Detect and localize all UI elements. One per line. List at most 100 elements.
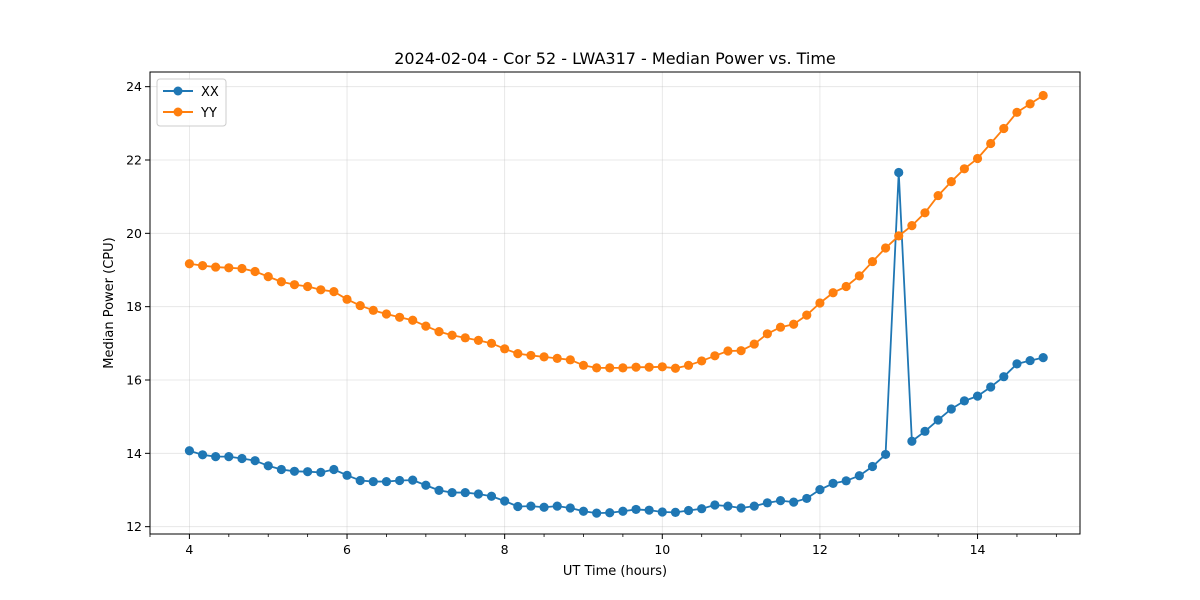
series-xx-point <box>578 506 589 516</box>
series-yy-point <box>683 360 694 370</box>
series-xx-point <box>854 471 864 481</box>
series-yy-point <box>828 288 838 298</box>
series-xx-point <box>775 496 786 506</box>
series-xx-point <box>303 467 313 477</box>
series-yy-point <box>986 138 996 149</box>
series-xx-point <box>867 461 878 472</box>
series-yy-point <box>592 363 602 373</box>
series-xx-point <box>289 466 300 476</box>
series-yy-point <box>933 190 943 201</box>
series-yy-point <box>920 208 930 218</box>
series-yy-point <box>316 285 326 295</box>
series-yy-point <box>565 355 575 365</box>
x-tick-label: 6 <box>343 542 351 557</box>
series-xx-point <box>539 502 549 512</box>
series-yy-point <box>762 329 772 339</box>
series-yy-point <box>775 322 786 332</box>
series-yy-point <box>408 315 418 325</box>
y-tick-label: 18 <box>126 299 142 314</box>
series-xx-point <box>1038 353 1048 363</box>
series-xx-point <box>920 426 930 436</box>
series-yy-point <box>815 298 825 308</box>
series-yy-point <box>224 263 234 273</box>
series-xx-point <box>526 501 536 511</box>
series-xx-point <box>342 470 352 480</box>
series-yy-point <box>1012 107 1022 117</box>
series-yy-point <box>802 310 812 320</box>
series-yy-point <box>907 221 917 231</box>
series-xx-point <box>946 404 956 414</box>
series-yy-point <box>276 277 286 287</box>
series-yy-point <box>539 352 549 362</box>
series-xx-point <box>592 508 602 518</box>
series-yy-point <box>263 272 273 282</box>
series-xx-point <box>421 480 431 490</box>
series-xx-point <box>815 485 825 495</box>
series-xx-point <box>224 452 234 462</box>
y-tick-label: 12 <box>126 519 142 534</box>
series-xx-point <box>552 501 562 511</box>
series-yy-point <box>552 353 562 363</box>
series-xx-point <box>907 436 917 446</box>
series-xx-point <box>828 478 838 488</box>
series-xx-point <box>986 382 996 392</box>
series-xx-point <box>710 500 720 510</box>
series-yy-point <box>749 339 759 349</box>
series-yy-point <box>421 321 431 331</box>
series-yy-point <box>500 344 510 354</box>
series-xx-point <box>237 453 247 464</box>
series-xx-point <box>789 497 799 507</box>
y-axis-label: Median Power (CPU) <box>102 237 117 368</box>
series-yy-point <box>395 312 405 322</box>
series-xx-point <box>368 476 378 487</box>
series-yy-point <box>250 266 260 277</box>
series-yy-point <box>578 360 589 370</box>
series-yy-point <box>513 349 523 359</box>
series-yy-point <box>1025 99 1035 109</box>
series-xx-point <box>460 487 470 498</box>
series-yy-point <box>959 164 969 174</box>
series-yy-point <box>289 280 300 290</box>
legend-xx-marker <box>173 86 183 96</box>
series-yy-point <box>460 333 470 343</box>
series-yy-point <box>736 346 746 356</box>
series-yy-point <box>434 327 444 337</box>
series-yy-point <box>329 287 339 297</box>
series-xx-point <box>618 506 628 516</box>
x-tick-label: 14 <box>970 542 986 557</box>
series-xx-point <box>933 415 943 425</box>
series-xx-point <box>1025 355 1035 366</box>
y-tick-label: 24 <box>126 79 142 94</box>
series-xx-point <box>605 508 615 518</box>
series-yy-point <box>618 363 628 373</box>
plot-frame <box>149 71 1081 535</box>
series-xx-point <box>486 491 497 501</box>
x-tick-label: 12 <box>812 542 828 557</box>
series-xx-point <box>329 464 339 475</box>
y-tick-label: 20 <box>126 226 142 241</box>
series-yy-point <box>303 281 313 292</box>
series-yy-point <box>999 123 1009 134</box>
series-xx-point <box>697 504 707 514</box>
series-xx-point <box>841 476 851 486</box>
series-xx-point <box>500 496 510 506</box>
x-tick-label: 4 <box>185 542 193 557</box>
series-yy-point <box>854 271 864 281</box>
series-xx-point <box>683 505 694 516</box>
series-yy-point <box>894 231 904 241</box>
series-yy-point <box>631 362 641 372</box>
series-yy-point <box>841 281 851 292</box>
series-yy-point <box>473 335 484 345</box>
series-xx-point <box>959 396 969 406</box>
series-yy-point <box>710 351 720 361</box>
series-xx-point <box>473 489 484 499</box>
series-xx-point <box>513 501 523 512</box>
series-xx-point <box>250 456 260 466</box>
series-xx-point <box>565 503 575 513</box>
legend-yy-marker <box>173 107 183 117</box>
series-xx-point <box>184 446 195 456</box>
series-yy-point <box>605 363 615 373</box>
series-xx-point <box>263 461 273 471</box>
legend-yy-label: YY <box>200 106 217 121</box>
